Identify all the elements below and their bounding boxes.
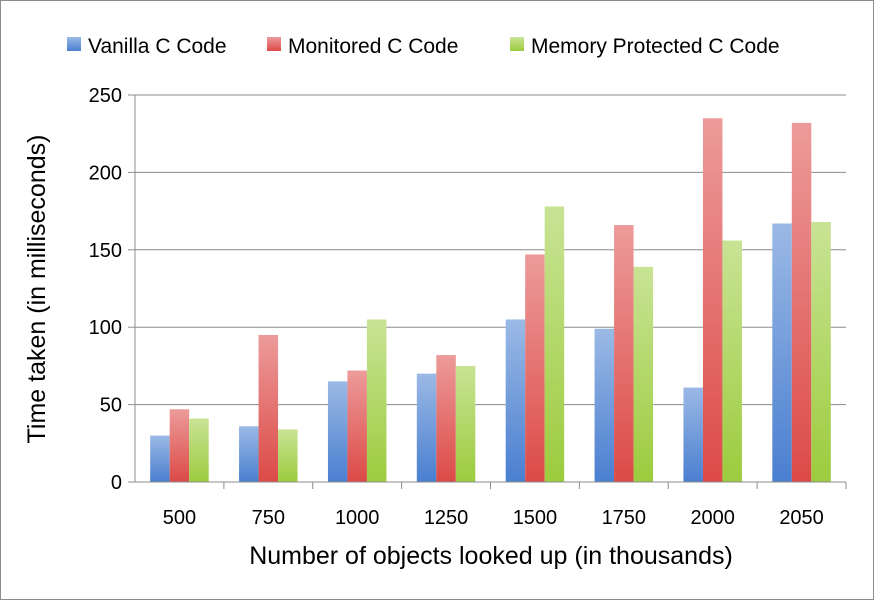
bars	[150, 118, 831, 483]
bar-vanilla-c-code-2050	[772, 223, 792, 482]
axes: 0 50 100 150 200 250 500 750 1000 1250 1500 1750 200…	[89, 85, 847, 529]
bar-memory-protected-c-code-500	[189, 418, 209, 482]
legend-label: Memory Protected C Code	[531, 35, 780, 58]
bar-memory-protected-c-code-1000	[366, 319, 387, 482]
legend: Vanilla C Code Monitored C Code Memory Pro…	[67, 35, 780, 58]
bar-vanilla-c-code-500	[150, 435, 170, 482]
bar-monitored-c-code-500	[169, 409, 190, 482]
bar-monitored-c-code-1500	[525, 254, 545, 482]
y-tick-label: 100	[89, 317, 122, 339]
bar-monitored-c-code-1750	[614, 225, 634, 483]
bar-vanilla-c-code-1500	[505, 319, 526, 482]
x-tick-label: 1750	[602, 507, 647, 529]
bar-memory-protected-c-code-750	[278, 429, 298, 482]
x-tick-label: 1250	[424, 507, 469, 529]
y-tick-label: 150	[89, 240, 122, 262]
bar-vanilla-c-code-1250	[416, 373, 437, 482]
x-tick-label: 500	[163, 507, 196, 529]
bar-monitored-c-code-2050	[791, 122, 812, 482]
bar-memory-protected-c-code-1250	[455, 365, 476, 482]
bar-monitored-c-code-750	[258, 334, 279, 482]
bar-monitored-c-code-2000	[702, 118, 723, 482]
bar-monitored-c-code-1000	[347, 370, 367, 482]
bar-vanilla-c-code-2000	[683, 387, 703, 482]
x-tick-label: 1000	[335, 507, 380, 529]
legend-swatch	[67, 37, 81, 51]
y-tick-label: 250	[89, 85, 122, 107]
y-tick-label: 200	[89, 162, 122, 184]
x-tick-label: 2050	[779, 507, 824, 529]
bar-vanilla-c-code-1000	[327, 381, 348, 482]
bar-memory-protected-c-code-1500	[544, 206, 565, 482]
y-tick-label: 0	[111, 472, 122, 494]
legend-swatch	[267, 37, 281, 51]
bar-vanilla-c-code-750	[239, 426, 259, 482]
bar-vanilla-c-code-1750	[594, 328, 615, 482]
x-tick-label: 1500	[513, 507, 558, 529]
y-axis-title: Time taken (in milliseconds)	[23, 135, 51, 444]
x-tick-label: 750	[252, 507, 285, 529]
bar-monitored-c-code-1250	[436, 355, 456, 482]
x-axis-title: Number of objects looked up (in thousand…	[249, 542, 733, 570]
x-tick-label: 2000	[690, 507, 735, 529]
legend-swatch	[510, 37, 524, 51]
legend-label: Vanilla C Code	[88, 35, 227, 58]
bar-memory-protected-c-code-2000	[722, 240, 742, 482]
bar-memory-protected-c-code-2050	[811, 221, 831, 482]
y-tick-label: 50	[100, 395, 122, 417]
bar-memory-protected-c-code-1750	[633, 266, 654, 482]
legend-label: Monitored C Code	[288, 35, 458, 58]
